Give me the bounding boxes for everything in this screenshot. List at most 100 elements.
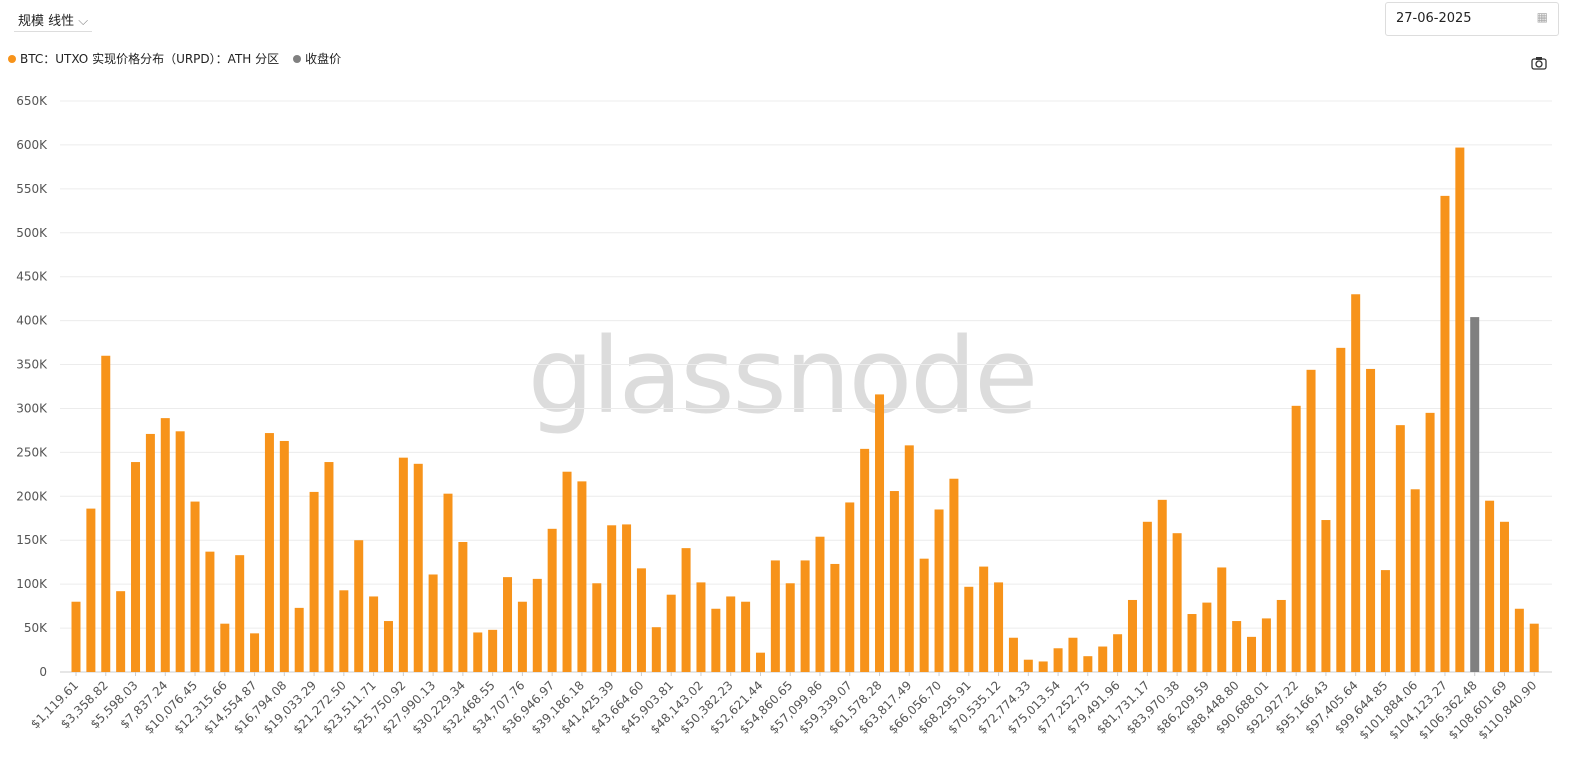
bar [131,462,141,672]
bar [1217,567,1227,672]
bar [636,568,646,672]
bar [503,577,513,672]
date-value: 27-06-2025 [1396,11,1472,26]
bar [1276,599,1286,672]
bar [309,491,319,672]
legend-item[interactable]: BTC：UTXO 实现价格分布（URPD）：ATH 分区 [8,50,279,67]
bar [919,558,929,672]
bar [860,448,870,672]
y-tick-label: 150K [16,533,48,547]
bar [220,623,230,672]
bar [190,501,200,672]
bar [949,478,959,672]
bar [741,601,751,672]
bar [1127,599,1137,672]
bar [994,582,1004,672]
bar [264,433,274,672]
y-tick-label: 250K [16,445,48,459]
bar [1395,425,1405,672]
bar [1380,570,1390,672]
legend-item[interactable]: 收盘价 [293,50,341,67]
bar [726,596,736,672]
bar [964,586,974,672]
bar [1366,368,1376,672]
bar [979,566,989,672]
bar [369,596,379,672]
bar [517,601,527,672]
bar [622,524,632,672]
bar [1514,608,1524,672]
y-tick-label: 50K [24,621,48,635]
bar [428,574,438,672]
date-picker[interactable]: 27-06-2025 ▦ [1385,2,1559,36]
bar [160,418,170,672]
bar [1113,634,1123,672]
bar [279,440,289,672]
bar [294,607,304,672]
y-tick-label: 500K [16,226,48,240]
camera-icon[interactable] [1531,56,1547,70]
watermark: glassnode [528,315,1037,437]
scale-label: 规模 线性 [18,14,75,29]
bar [1410,489,1420,672]
bar [250,633,260,672]
scale-dropdown[interactable]: 规模 线性 ⌵ [14,8,93,32]
bar [696,582,706,672]
bar [145,433,155,672]
bar [755,652,765,672]
bar [1172,533,1182,672]
y-tick-label: 400K [16,314,48,328]
bar [1098,646,1108,672]
bar [592,583,602,672]
bar [1053,648,1063,672]
bar [116,591,126,672]
legend-dot [8,55,16,63]
bar [607,525,617,672]
bar [577,481,587,672]
bar [845,502,855,672]
bar [666,594,676,672]
bar [830,563,840,672]
bar [1261,618,1271,672]
bar [71,601,81,672]
bar [1351,294,1361,672]
legend: BTC：UTXO 实现价格分布（URPD）：ATH 分区 收盘价 [8,50,341,67]
bar [86,508,96,672]
bar [934,509,944,672]
bar [1247,636,1257,672]
y-tick-label: 350K [16,358,48,372]
calendar-icon: ▦ [1536,10,1548,24]
y-tick-label: 0 [39,665,47,679]
bar [904,445,914,672]
bar [458,541,468,672]
legend-dot [293,55,302,63]
bar [1157,499,1167,672]
bar [711,608,721,672]
legend-label: 收盘价 [305,52,342,66]
bar [1499,521,1509,672]
bar [1336,347,1346,672]
bar [815,536,825,672]
bar [1529,623,1539,672]
bar [1232,621,1242,672]
bar [339,590,349,672]
bar [651,627,661,672]
bar [785,583,795,672]
bar [1038,661,1048,672]
bar [1083,656,1093,672]
chevron: ⌵ [78,14,89,29]
bar [205,551,215,672]
bar [875,394,885,672]
bar [488,629,498,672]
bar [354,540,364,672]
bar [1023,659,1033,672]
bar [681,548,691,672]
bar [547,528,557,672]
y-tick-label: 600K [16,138,48,152]
bar [1321,520,1331,672]
bar [1008,637,1018,672]
bar [235,555,245,672]
bar [562,471,572,672]
